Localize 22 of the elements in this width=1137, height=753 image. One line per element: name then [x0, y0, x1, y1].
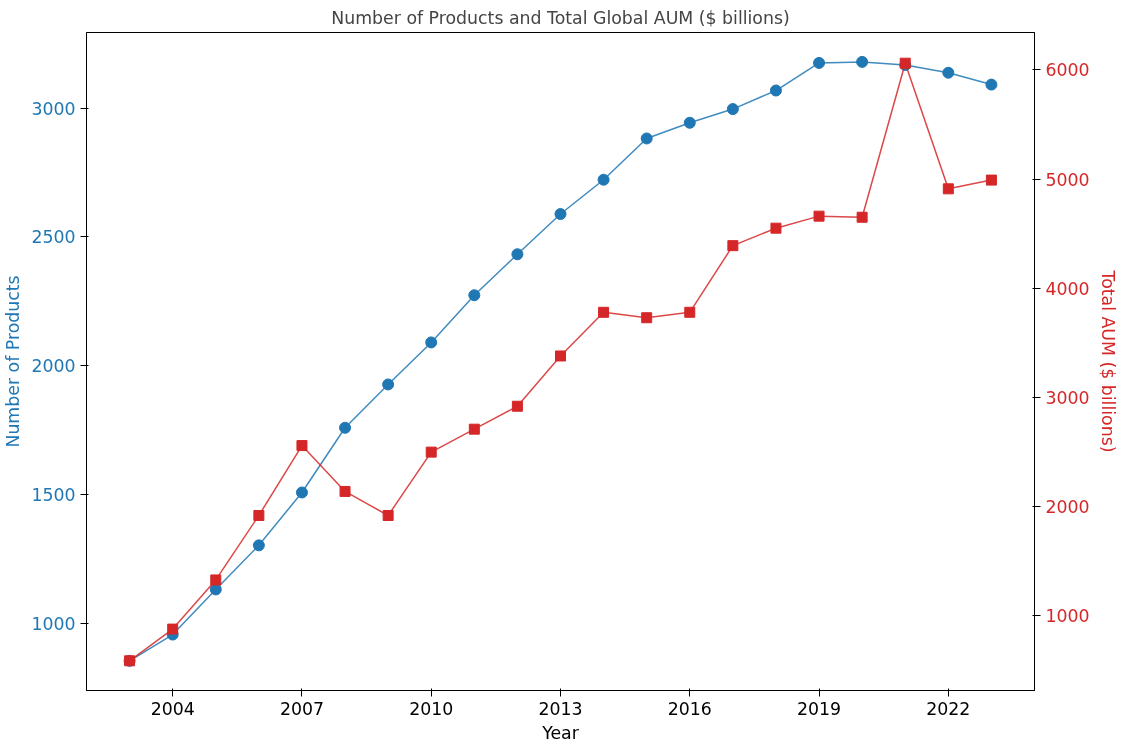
x-tick-label: 2010 — [409, 698, 454, 719]
x-tick-label: 2016 — [667, 698, 712, 719]
x-tick-label: 2022 — [926, 698, 971, 719]
y2-tick-label: 2000 — [1045, 497, 1090, 518]
x-tick-label: 2013 — [538, 698, 583, 719]
y2-axis-title: Total AUM ($ billions) — [1097, 269, 1118, 453]
y-tick-label: 1500 — [31, 485, 76, 506]
y2-tick-label: 5000 — [1045, 169, 1090, 190]
x-axis-title: Year — [541, 722, 580, 743]
y2-tick-label: 6000 — [1045, 60, 1090, 81]
y-tick-label: 2500 — [31, 227, 76, 248]
x-tick-label: 2007 — [279, 698, 325, 719]
y-tick-label: 2000 — [31, 356, 76, 377]
y-tick-label: 3000 — [31, 98, 76, 119]
y2-tick-label: 1000 — [1045, 606, 1090, 627]
y2-tick-label: 3000 — [1045, 388, 1090, 408]
y-axis-title: Number of Products — [3, 275, 24, 448]
chart-title: Number of Products and Total Global AUM ($ billions) — [331, 7, 790, 28]
x-tick-label: 2004 — [150, 698, 195, 719]
y2-tick-label: 4000 — [1045, 278, 1090, 299]
x-tick-label: 2019 — [797, 698, 842, 719]
y-tick-label: 1000 — [31, 614, 76, 635]
